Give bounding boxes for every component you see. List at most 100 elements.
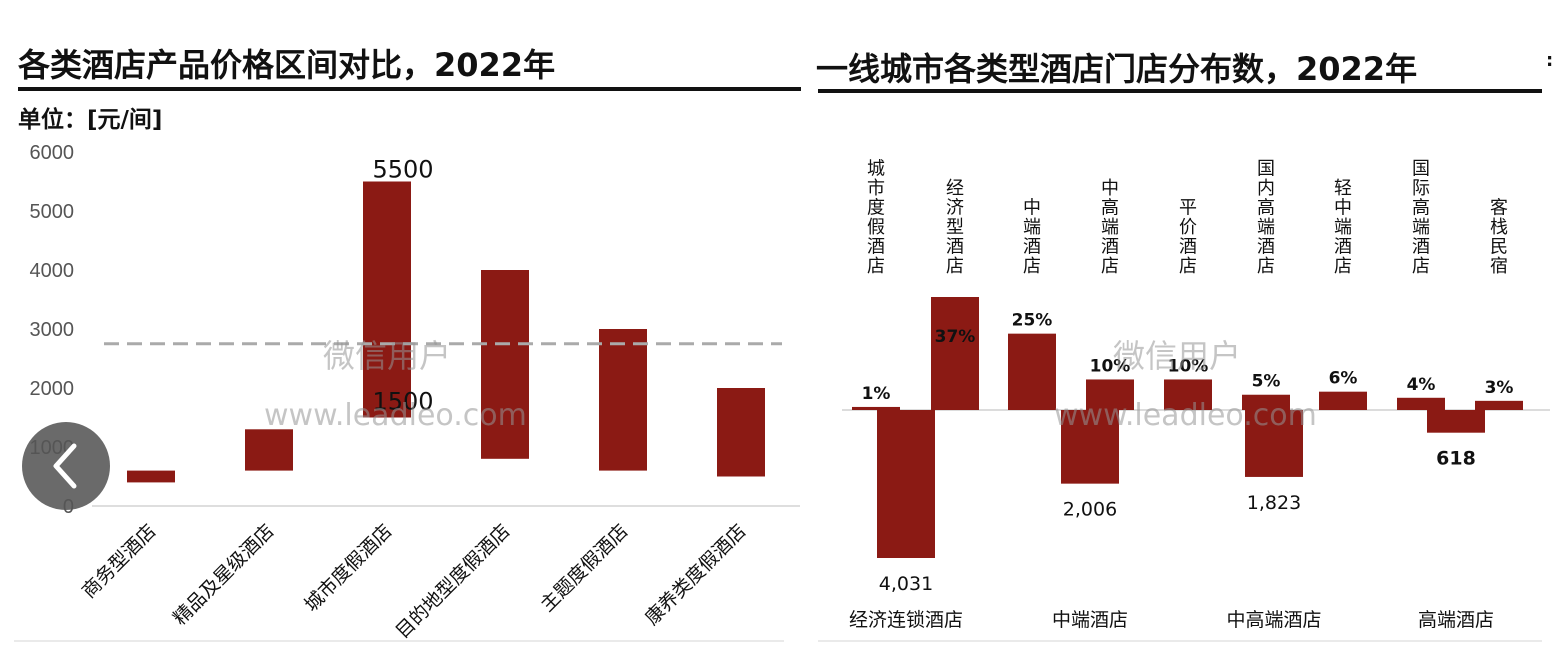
right-chart-title: 一线城市各类型酒店门店分布数，2022年 bbox=[816, 50, 1418, 88]
subcategory-label-char: 城 bbox=[867, 159, 885, 180]
left-chart-unit: 单位：[元/间] bbox=[18, 107, 163, 133]
subcategory-label-char: 酒 bbox=[1412, 237, 1430, 258]
subcategory-label-char: 端 bbox=[1412, 217, 1430, 238]
price-range-bar bbox=[245, 429, 293, 471]
share-bar bbox=[1164, 379, 1212, 410]
subcategory-label-char: 民 bbox=[1490, 237, 1508, 258]
subcategory-label-char: 型 bbox=[946, 217, 964, 238]
subcategory-label-char: 宿 bbox=[1490, 256, 1508, 277]
subcategory-label-char: 高 bbox=[1412, 198, 1430, 219]
subcategory-label-char: 端 bbox=[1023, 217, 1041, 238]
share-label: 25% bbox=[1012, 311, 1053, 331]
share-bar bbox=[852, 406, 900, 410]
store-count-label: 618 bbox=[1436, 448, 1476, 470]
subcategory-label-char: 店 bbox=[1334, 256, 1352, 277]
share-bar bbox=[931, 297, 979, 410]
share-label: 10% bbox=[1168, 356, 1209, 376]
share-label: 37% bbox=[935, 327, 976, 347]
left-x-tick-label: 商务型酒店 bbox=[78, 520, 161, 603]
share-bar bbox=[1319, 391, 1367, 410]
price-range-bar bbox=[717, 388, 765, 477]
subcategory-label-char: 轻 bbox=[1334, 178, 1352, 199]
store-count-label: 1,823 bbox=[1247, 492, 1301, 514]
subcategory-label-char: 酒 bbox=[946, 237, 964, 258]
left-y-tick-label: 3000 bbox=[30, 319, 75, 341]
subcategory-label-char: 中 bbox=[1334, 198, 1352, 219]
subcategory-label-char: 端 bbox=[1101, 217, 1119, 238]
subcategory-label-char: 高 bbox=[1101, 198, 1119, 219]
subcategory-label-char: 济 bbox=[946, 198, 964, 219]
subcategory-label-char: 店 bbox=[1412, 256, 1430, 277]
bar-low-label: 1500 bbox=[372, 388, 433, 416]
subcategory-label-char: 内 bbox=[1257, 178, 1275, 199]
subcategory-label-char: 栈 bbox=[1490, 217, 1508, 238]
back-button[interactable] bbox=[22, 422, 110, 510]
left-x-tick-label: 目的地型度假酒店 bbox=[391, 520, 514, 643]
share-label: 5% bbox=[1252, 372, 1281, 392]
subcategory-label-char: 酒 bbox=[1101, 237, 1119, 258]
store-count-bar bbox=[877, 410, 935, 558]
subcategory-label-char: 客 bbox=[1490, 198, 1508, 219]
price-range-bar bbox=[599, 329, 647, 471]
group-category-label: 经济连锁酒店 bbox=[849, 609, 963, 631]
left-y-tick-label: 5000 bbox=[30, 201, 75, 223]
group-category-label: 中端酒店 bbox=[1052, 609, 1128, 631]
left-x-tick-label: 城市度假酒店 bbox=[300, 520, 396, 616]
subcategory-label-char: 店 bbox=[1101, 256, 1119, 277]
share-bar bbox=[1242, 394, 1290, 410]
subcategory-label-char: 国 bbox=[1412, 159, 1430, 180]
share-label: 3% bbox=[1485, 378, 1514, 398]
subcategory-label-char: 市 bbox=[867, 178, 885, 199]
subcategory-label-char: 际 bbox=[1412, 178, 1430, 199]
subcategory-label-char: 端 bbox=[1334, 217, 1352, 238]
share-label: 4% bbox=[1407, 375, 1436, 395]
store-count-label: 2,006 bbox=[1063, 499, 1117, 521]
subcategory-label-char: 酒 bbox=[1179, 237, 1197, 258]
store-count-bar bbox=[1427, 410, 1485, 433]
bar-high-label: 5500 bbox=[372, 156, 433, 184]
left-title-rule bbox=[18, 87, 801, 91]
subcategory-label-char: 假 bbox=[867, 217, 885, 238]
group-category-label: 高端酒店 bbox=[1418, 609, 1494, 631]
subcategory-label-char: 店 bbox=[946, 256, 964, 277]
share-label: 10% bbox=[1090, 356, 1131, 376]
subcategory-label-char: 店 bbox=[1257, 256, 1275, 277]
edge-glyph: : bbox=[1546, 50, 1554, 71]
watermark-url-right: www.leadleo.com bbox=[1054, 398, 1317, 433]
share-bar bbox=[1475, 400, 1523, 410]
subcategory-label-char: 中 bbox=[1101, 178, 1119, 199]
left-x-tick-label: 精品及星级酒店 bbox=[169, 520, 279, 630]
subcategory-label-char: 店 bbox=[1179, 256, 1197, 277]
left-y-tick-label: 2000 bbox=[30, 378, 75, 400]
share-bar bbox=[1008, 333, 1056, 410]
share-bar bbox=[1086, 379, 1134, 410]
left-y-tick-label: 6000 bbox=[30, 142, 75, 164]
price-range-bar bbox=[363, 181, 411, 418]
right-title-rule bbox=[818, 89, 1542, 93]
left-x-tick-label: 主题度假酒店 bbox=[536, 520, 632, 616]
left-x-tick-label: 康养类度假酒店 bbox=[641, 520, 751, 630]
subcategory-label-char: 店 bbox=[1023, 256, 1041, 277]
subcategory-label-char: 端 bbox=[1257, 217, 1275, 238]
subcategory-label-char: 高 bbox=[1257, 198, 1275, 219]
store-count-label: 4,031 bbox=[879, 573, 933, 595]
subcategory-label-char: 国 bbox=[1257, 159, 1275, 180]
subcategory-label-char: 经 bbox=[946, 178, 964, 199]
share-label: 1% bbox=[862, 384, 891, 404]
watermark-url-left: www.leadleo.com bbox=[264, 398, 527, 433]
subcategory-label-char: 店 bbox=[867, 256, 885, 277]
left-chart-title: 各类酒店产品价格区间对比，2022年 bbox=[18, 46, 556, 84]
subcategory-label-char: 酒 bbox=[1334, 237, 1352, 258]
price-range-bar bbox=[127, 470, 175, 483]
subcategory-label-char: 价 bbox=[1179, 217, 1197, 238]
share-bar bbox=[1397, 397, 1445, 410]
subcategory-label-char: 酒 bbox=[1257, 237, 1275, 258]
subcategory-label-char: 中 bbox=[1023, 198, 1041, 219]
store-count-bar bbox=[1061, 410, 1119, 484]
left-y-tick-label: 4000 bbox=[30, 260, 75, 282]
store-count-bar bbox=[1245, 410, 1303, 477]
group-category-label: 中高端酒店 bbox=[1226, 609, 1321, 631]
subcategory-label-char: 平 bbox=[1179, 198, 1197, 219]
chevron-left-icon bbox=[53, 443, 77, 489]
